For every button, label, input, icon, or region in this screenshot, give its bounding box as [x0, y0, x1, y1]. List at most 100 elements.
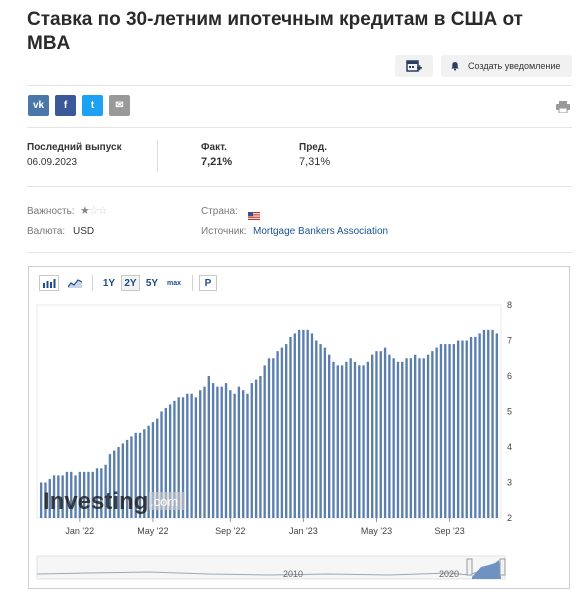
bar[interactable]: [452, 344, 456, 518]
bar[interactable]: [177, 397, 180, 518]
p-button[interactable]: P: [199, 275, 217, 291]
bar[interactable]: [138, 432, 142, 518]
bar[interactable]: [108, 454, 112, 518]
share-facebook-button[interactable]: f: [55, 95, 76, 116]
bar[interactable]: [48, 478, 51, 518]
bar[interactable]: [285, 344, 288, 518]
source-link[interactable]: Mortgage Bankers Association: [253, 226, 389, 237]
bar[interactable]: [61, 475, 64, 518]
bar[interactable]: [465, 340, 468, 519]
bar[interactable]: [345, 361, 348, 518]
bar[interactable]: [168, 404, 172, 518]
share-twitter-button[interactable]: t: [82, 95, 103, 116]
bar[interactable]: [495, 333, 499, 518]
bar[interactable]: [160, 411, 163, 519]
bar[interactable]: [164, 407, 167, 518]
bar[interactable]: [267, 358, 271, 518]
bar[interactable]: [113, 450, 116, 518]
bar[interactable]: [358, 365, 361, 518]
bar[interactable]: [70, 471, 73, 518]
bar[interactable]: [461, 340, 464, 519]
bar[interactable]: [237, 386, 241, 518]
bar[interactable]: [375, 351, 378, 518]
bar[interactable]: [323, 347, 327, 518]
range-max-button[interactable]: max: [166, 279, 181, 287]
bar[interactable]: [104, 464, 107, 518]
bar[interactable]: [65, 471, 69, 518]
bar[interactable]: [156, 418, 159, 518]
bar[interactable]: [315, 340, 318, 519]
area-chart-type-button[interactable]: [65, 275, 85, 291]
bar[interactable]: [366, 361, 370, 518]
bar[interactable]: [82, 471, 86, 518]
bar[interactable]: [340, 365, 344, 518]
bar[interactable]: [39, 482, 43, 519]
bar[interactable]: [52, 475, 56, 518]
bar[interactable]: [487, 329, 490, 518]
bar[interactable]: [401, 361, 404, 518]
bar[interactable]: [250, 383, 253, 518]
range-1y-button[interactable]: 1Y: [102, 277, 116, 289]
bar[interactable]: [254, 379, 258, 518]
bar[interactable]: [474, 336, 477, 518]
bar[interactable]: [383, 347, 387, 518]
bar[interactable]: [224, 383, 228, 518]
bar[interactable]: [482, 329, 486, 518]
bar[interactable]: [491, 329, 494, 518]
bar[interactable]: [134, 432, 137, 518]
bar[interactable]: [44, 482, 47, 519]
share-email-button[interactable]: ✉: [109, 95, 130, 116]
navigator[interactable]: 2010 2020: [36, 555, 506, 580]
bar[interactable]: [190, 393, 193, 518]
bar[interactable]: [229, 390, 232, 518]
create-alert-button[interactable]: Создать уведомление: [441, 55, 572, 77]
bar[interactable]: [57, 475, 60, 518]
bar[interactable]: [87, 471, 90, 518]
bar[interactable]: [125, 439, 129, 518]
share-vk-button[interactable]: vk: [28, 95, 49, 116]
add-to-calendar-button[interactable]: [395, 55, 433, 77]
bar[interactable]: [435, 347, 438, 518]
bar[interactable]: [336, 365, 339, 518]
bar[interactable]: [117, 447, 120, 518]
bar[interactable]: [173, 400, 176, 518]
bar[interactable]: [469, 336, 473, 518]
bar[interactable]: [379, 351, 382, 518]
bar[interactable]: [388, 354, 391, 518]
bar[interactable]: [74, 475, 77, 518]
bar[interactable]: [242, 390, 245, 518]
bar[interactable]: [100, 468, 103, 518]
bar[interactable]: [220, 386, 223, 518]
bar[interactable]: [418, 358, 421, 518]
bar[interactable]: [293, 333, 296, 518]
bar[interactable]: [413, 354, 417, 518]
bar[interactable]: [276, 351, 279, 518]
bar[interactable]: [207, 376, 210, 518]
bar[interactable]: [302, 329, 305, 518]
bar[interactable]: [353, 361, 357, 518]
bar[interactable]: [422, 358, 425, 518]
bar[interactable]: [448, 344, 451, 518]
range-2y-button[interactable]: 2Y: [121, 275, 140, 291]
bar[interactable]: [289, 336, 292, 518]
bar[interactable]: [186, 393, 189, 518]
bar[interactable]: [306, 329, 309, 518]
bar[interactable]: [478, 333, 481, 518]
bar[interactable]: [409, 358, 413, 518]
bar[interactable]: [181, 397, 185, 518]
bar-chart-type-button[interactable]: [39, 275, 59, 291]
bar[interactable]: [203, 386, 206, 518]
bar[interactable]: [405, 358, 408, 518]
bar[interactable]: [332, 361, 335, 518]
bar[interactable]: [211, 383, 215, 518]
bar[interactable]: [78, 471, 82, 518]
bar[interactable]: [130, 436, 133, 518]
bar[interactable]: [280, 347, 284, 518]
bar[interactable]: [91, 471, 94, 518]
range-5y-button[interactable]: 5Y: [145, 277, 159, 289]
bar[interactable]: [121, 443, 125, 518]
bar[interactable]: [147, 425, 150, 518]
bar[interactable]: [263, 365, 266, 518]
bar[interactable]: [444, 344, 447, 518]
bar[interactable]: [246, 393, 249, 518]
